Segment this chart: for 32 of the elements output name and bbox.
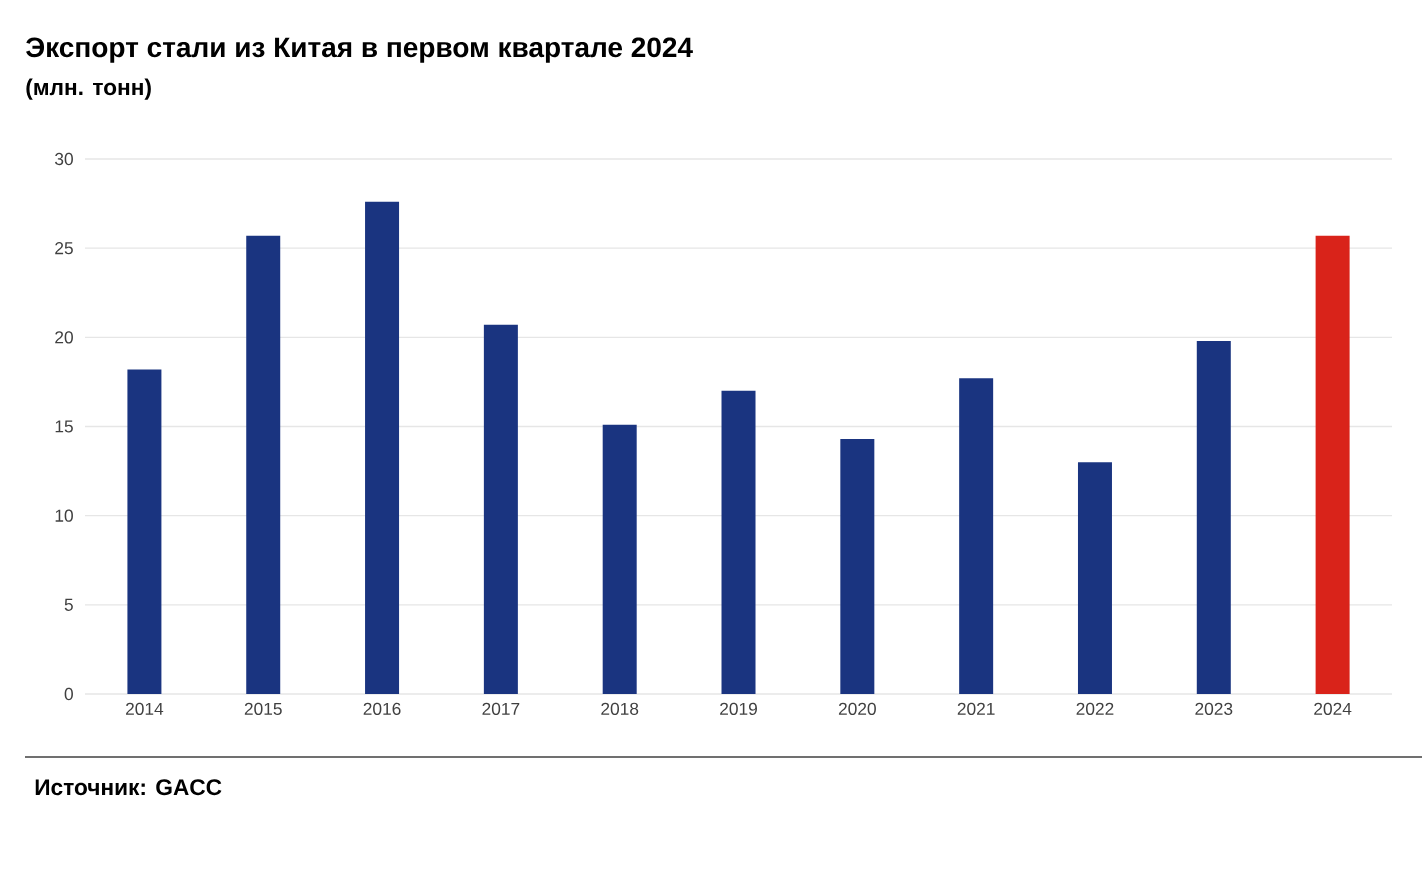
chart-subtitle: (млн. тонн) xyxy=(26,78,151,100)
y-tick-label: 5 xyxy=(64,598,73,611)
y-tick-label: 10 xyxy=(55,509,73,522)
bar xyxy=(1196,340,1231,694)
x-tick-label: 2017 xyxy=(482,702,520,715)
x-tick-label: 2024 xyxy=(1314,702,1352,715)
y-tick-label: 0 xyxy=(64,687,73,701)
bar xyxy=(127,369,162,694)
bar xyxy=(365,201,400,694)
y-tick-label: 20 xyxy=(55,331,73,344)
x-tick-label: 2023 xyxy=(1195,702,1233,715)
x-tick-label: 2014 xyxy=(126,702,164,715)
x-tick-label: 2021 xyxy=(957,702,995,715)
y-tick-label: 30 xyxy=(55,152,73,166)
x-tick-label: 2015 xyxy=(244,702,282,715)
bar xyxy=(602,424,637,694)
bar xyxy=(959,378,994,694)
x-tick-label: 2016 xyxy=(363,702,401,715)
bar xyxy=(1315,235,1350,694)
x-tick-label: 2020 xyxy=(838,702,876,715)
bar xyxy=(246,235,281,694)
text: Источник: GACC xyxy=(35,779,222,796)
bar xyxy=(721,390,756,694)
y-tick-label: 25 xyxy=(55,242,73,255)
chart-title: Экспорт стали из Китая в первом квартале 2024 xyxy=(26,37,693,63)
x-tick-label: 2022 xyxy=(1076,702,1114,715)
bar xyxy=(483,324,518,694)
bar xyxy=(840,438,875,694)
x-tick-label: 2019 xyxy=(720,702,757,715)
x-tick-label: 2018 xyxy=(601,702,639,715)
y-tick-label: 15 xyxy=(55,420,73,433)
bar xyxy=(1077,462,1112,694)
